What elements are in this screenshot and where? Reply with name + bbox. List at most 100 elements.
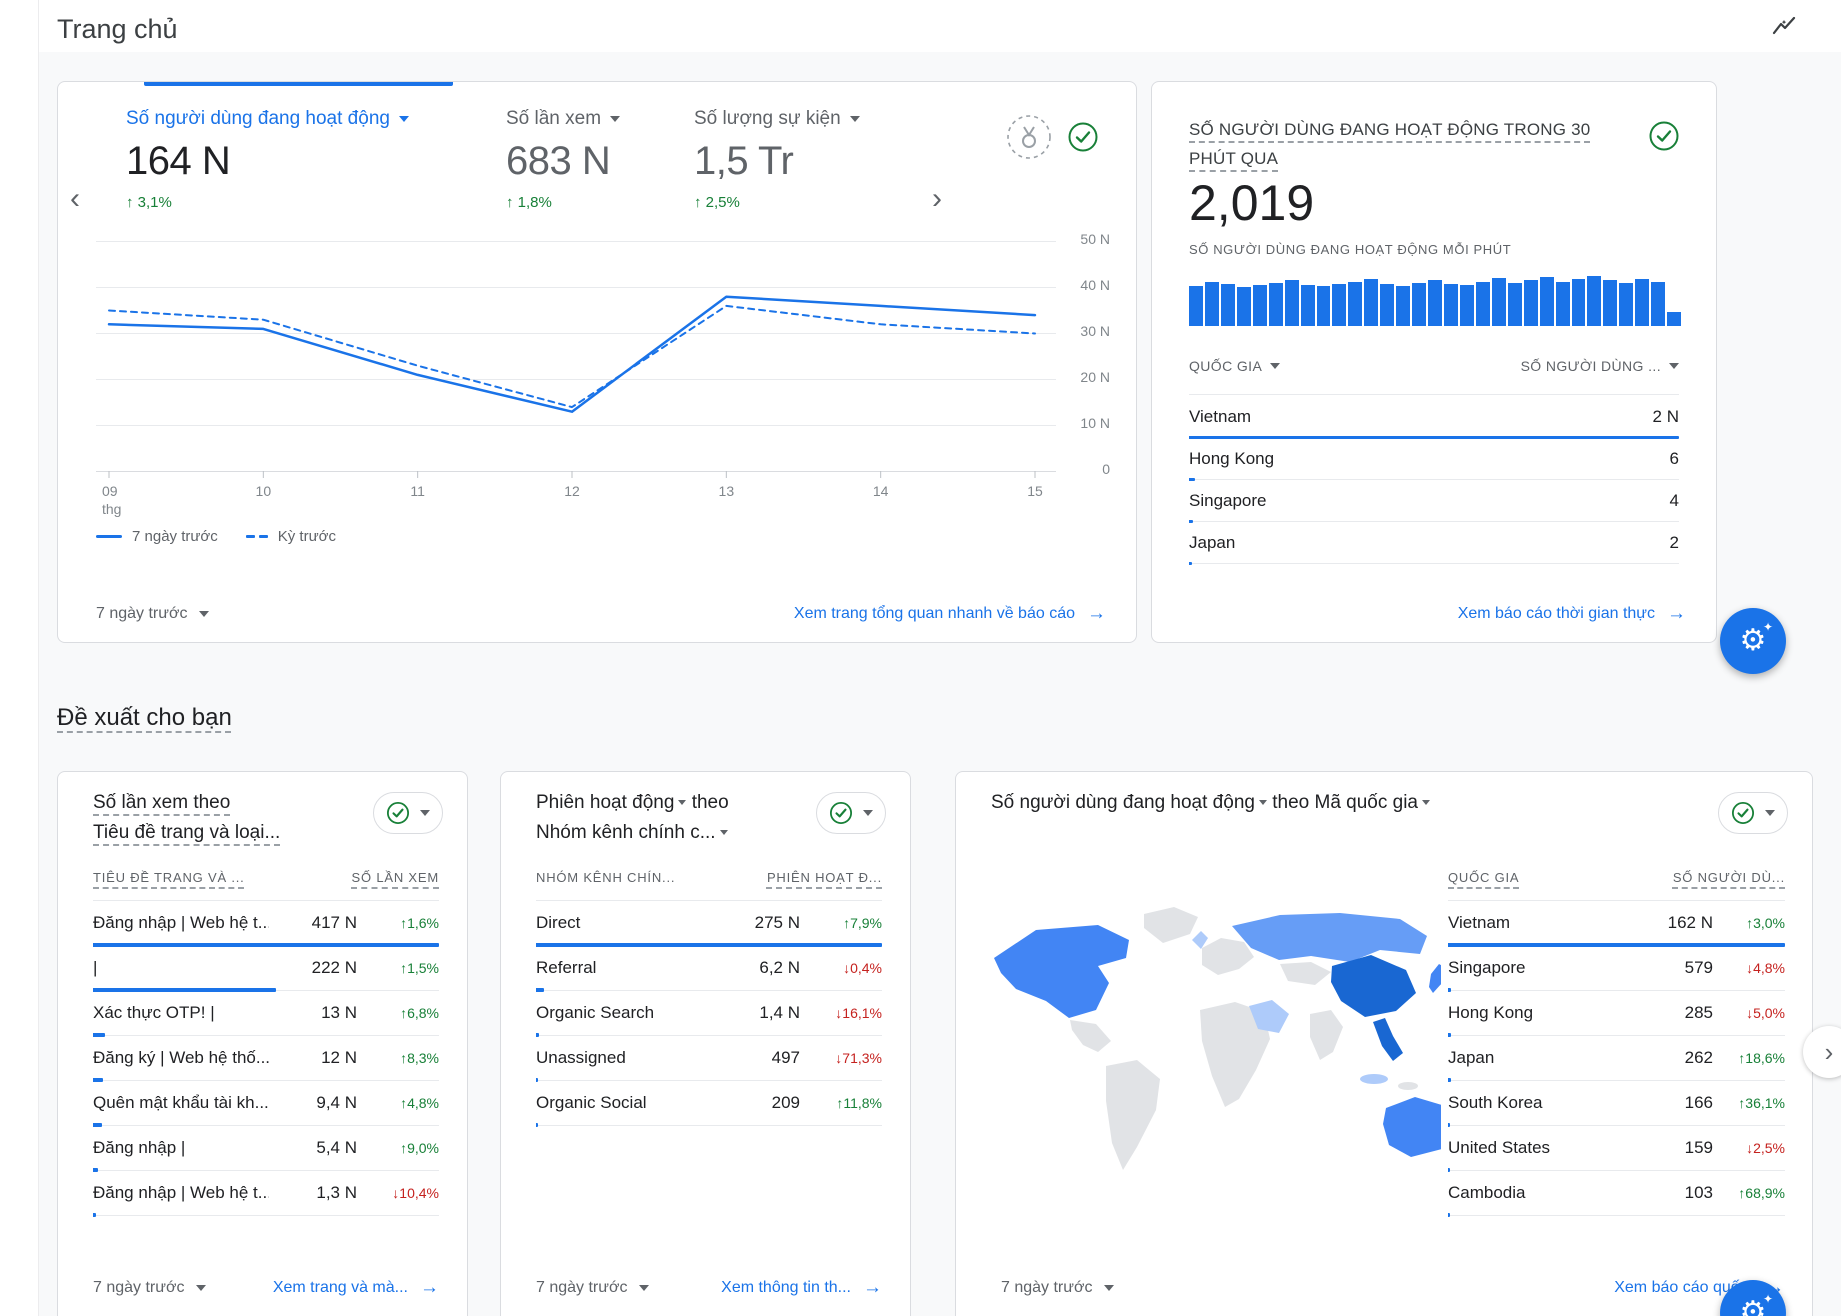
row-value: 4 — [1669, 490, 1679, 510]
reports-snapshot-link[interactable]: Xem trang tổng quan nhanh về báo cáo → — [793, 603, 1106, 624]
metric-selector[interactable]: Phiên hoạt động — [536, 792, 687, 813]
minute-bar — [1539, 277, 1554, 326]
table-row: Hong Kong 6 — [1189, 438, 1679, 481]
views-table: Đăng nhập | Web hệ t... 417 N ↑1,6% | 222 N ↑… — [93, 901, 439, 1217]
table-row: Đăng nhập | Web hệ t... 417 N ↑1,6% — [93, 901, 439, 947]
y-tick-label: 10 N — [1080, 415, 1110, 431]
data-quality-dropdown[interactable] — [1718, 792, 1788, 834]
carousel-next-button[interactable]: › — [1803, 1026, 1841, 1078]
metrics-next-arrow-icon[interactable]: › — [932, 182, 942, 215]
row-bar — [1448, 943, 1785, 947]
chevron-down-icon — [1270, 363, 1281, 369]
trend-line-solid — [107, 295, 1037, 413]
data-quality-dropdown[interactable] — [373, 792, 443, 834]
date-range-dropdown[interactable]: 7 ngày trước — [96, 605, 210, 623]
row-bar — [536, 1078, 538, 1082]
row-change: ↑11,8% — [836, 1095, 882, 1111]
row-bar-track — [93, 1168, 439, 1172]
divider — [1448, 900, 1785, 901]
country-column-dropdown[interactable]: QUỐC GIA — [1189, 358, 1281, 374]
row-bar-track — [536, 1078, 882, 1082]
table-row: South Korea 166 ↑36,1% — [1448, 1081, 1785, 1127]
minute-bar — [1332, 283, 1347, 326]
data-quality-dropdown[interactable] — [816, 792, 886, 834]
row-change: ↓0,4% — [843, 960, 882, 976]
metric-active-users[interactable]: Số người dùng đang hoạt động 164 N ↑ 3,1… — [126, 108, 409, 211]
row-change: ↑36,1% — [1738, 1095, 1785, 1111]
table-row: Quên mật khẩu tài kh... 9,4 N ↑4,8% — [93, 1081, 439, 1127]
row-bar-track — [1448, 1033, 1785, 1037]
table-row: Đăng ký | Web hệ thố... 12 N ↑8,3% — [93, 1036, 439, 1082]
map-africa — [1200, 1002, 1270, 1107]
table-row: Japan 2 — [1189, 522, 1679, 565]
row-bar-track — [93, 1078, 439, 1082]
minute-bar — [1475, 281, 1490, 326]
row-bar-track — [1448, 1123, 1785, 1127]
realtime-report-link[interactable]: Xem báo cáo thời gian thực → — [1457, 603, 1686, 624]
map-indonesia — [1360, 1074, 1388, 1084]
minute-bar — [1428, 280, 1442, 326]
x-tick-label: 13 — [718, 483, 735, 499]
insights-icon[interactable] — [1766, 8, 1804, 46]
chevron-down-icon — [639, 1285, 650, 1291]
chevron-down-icon — [1765, 810, 1775, 816]
y-tick-label: 50 N — [1080, 231, 1110, 247]
minute-bar — [1252, 284, 1267, 326]
views-report-link[interactable]: Xem trang và mà... → — [272, 1277, 439, 1298]
row-bar — [1448, 1033, 1451, 1037]
row-bar — [536, 988, 544, 992]
gear-icon: ⚙ — [1739, 624, 1767, 657]
minute-bar — [1284, 280, 1299, 326]
metric-change: ↑ 1,8% — [506, 194, 552, 211]
legend-current-period: 7 ngày trước — [96, 528, 218, 545]
active-tab-indicator — [144, 82, 453, 86]
sessions-report-link[interactable]: Xem thông tin th... → — [721, 1277, 882, 1298]
minute-bar — [1491, 278, 1506, 326]
arrow-right-icon: → — [1087, 603, 1106, 624]
dimension-selector[interactable]: Nhóm kênh chính c... — [536, 822, 728, 843]
row-bar — [1448, 988, 1452, 992]
row-label: South Korea — [1448, 1093, 1543, 1112]
row-bar-track — [536, 1033, 882, 1037]
date-range-dropdown[interactable]: 7 ngày trước — [1001, 1279, 1115, 1297]
metrics-prev-arrow-icon[interactable]: ‹ — [70, 182, 80, 215]
metric-selector[interactable]: Số người dùng đang hoạt động — [991, 792, 1267, 813]
suggestions-section-title: Đề xuất cho bạn — [57, 704, 232, 731]
date-range-dropdown[interactable]: 7 ngày trước — [536, 1279, 650, 1297]
minute-bar — [1300, 284, 1315, 326]
map-greenland — [1144, 907, 1198, 943]
benchmarking-medal-icon[interactable] — [1005, 113, 1053, 161]
metric-label: Số người dùng đang hoạt động — [126, 108, 390, 129]
map-north-america — [994, 925, 1129, 1018]
row-value: 579 — [1684, 958, 1713, 977]
row-change: ↓2,5% — [1746, 1140, 1785, 1156]
row-change: ↓10,4% — [392, 1185, 439, 1201]
row-value: 497 — [771, 1048, 800, 1067]
table-row: Đăng nhập | Web hệ t... 1,3 N ↓10,4% — [93, 1171, 439, 1217]
row-label: Referral — [536, 958, 597, 977]
sessions-card-title: Phiên hoạt động theo Nhóm kênh chính c..… — [536, 792, 729, 843]
table-row: Organic Search 1,4 N ↓16,1% — [536, 991, 882, 1037]
row-value: 9,4 N — [316, 1093, 357, 1112]
row-label: Hong Kong — [1189, 448, 1275, 468]
overview-card-footer: 7 ngày trước Xem trang tổng quan nhanh v… — [58, 586, 1136, 642]
row-bar — [536, 943, 882, 947]
table-row: Vietnam 2 N — [1189, 396, 1679, 439]
metric-views[interactable]: Số lần xem 683 N ↑ 1,8% — [506, 108, 621, 211]
data-quality-check-icon[interactable] — [1640, 112, 1688, 160]
gear-icon: ⚙ — [1739, 1296, 1767, 1316]
map-card-footer: 7 ngày trước Xem báo cáo quố...→ — [956, 1260, 1812, 1316]
y-tick-label: 20 N — [1080, 369, 1110, 385]
date-range-dropdown[interactable]: 7 ngày trước — [93, 1279, 207, 1297]
table-row: Singapore 579 ↓4,8% — [1448, 946, 1785, 992]
metric-events[interactable]: Số lượng sự kiện 1,5 Tr ↑ 2,5% — [694, 108, 860, 211]
customize-insights-fab[interactable]: ⚙ ✦ — [1720, 608, 1786, 674]
users-column-dropdown[interactable]: SỐ NGƯỜI DÙNG ... — [1521, 358, 1679, 374]
row-bar-track — [536, 1123, 882, 1127]
views-table-header: TIÊU ĐỀ TRANG VÀ ... SỐ LẦN XEM — [93, 870, 439, 885]
row-bar — [536, 1123, 538, 1127]
y-tick-label: 30 N — [1080, 323, 1110, 339]
trend-line-dashed — [108, 304, 1036, 409]
dimension-selector[interactable]: theo Mã quốc gia — [1272, 792, 1430, 813]
data-quality-check-icon[interactable] — [1059, 113, 1107, 161]
